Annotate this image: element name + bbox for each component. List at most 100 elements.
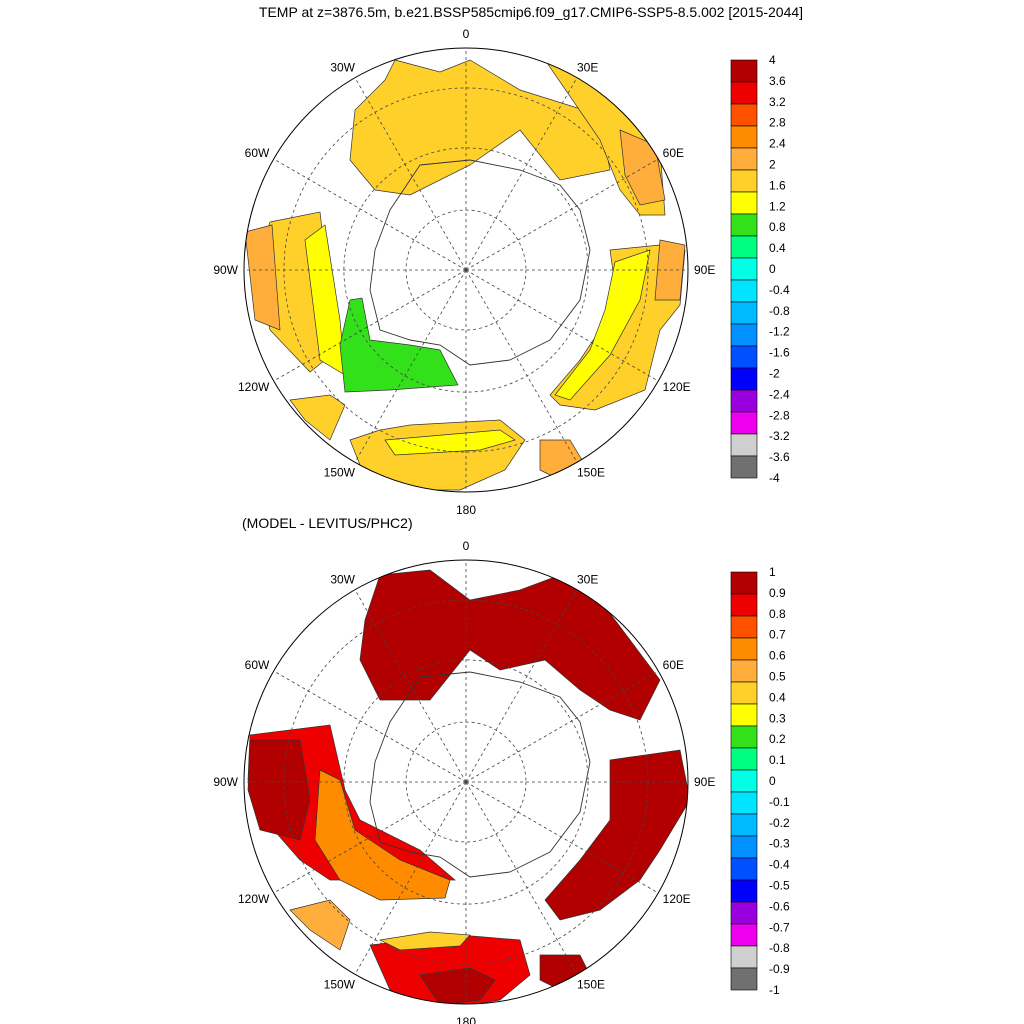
colorbar-box (730, 59, 758, 83)
colorbar-tick-label: 0 (769, 262, 776, 276)
colorbar-tick-label: -1.2 (769, 325, 790, 339)
colorbar-box (730, 659, 758, 683)
colorbar-box (730, 593, 758, 617)
meridian-line (273, 781, 467, 894)
colorbar-box (730, 367, 758, 391)
colorbar-box (730, 169, 758, 193)
anomaly-region (554, 249, 651, 401)
meridian-line (465, 269, 659, 382)
colorbar-tick-label: -0.2 (769, 816, 790, 830)
longitude-label: 90W (213, 775, 238, 789)
colorbar-box (730, 725, 758, 749)
colorbar-tick-label: -0.3 (769, 837, 790, 851)
longitude-label: 90W (213, 263, 238, 277)
antarctica-coastline (369, 671, 591, 878)
colorbar-tick-label: 0.1 (769, 753, 786, 767)
colorbar-box (730, 769, 758, 793)
colorbar-tick-label: -0.4 (769, 283, 790, 297)
anomaly-region (289, 394, 346, 441)
colorbar-box (730, 571, 758, 595)
colorbar-tick-label: 0.9 (769, 586, 786, 600)
longitude-label: 30W (330, 572, 355, 586)
colorbar-box (730, 967, 758, 991)
colorbar-tick-label: 1.2 (769, 199, 786, 213)
colorbar-box (730, 945, 758, 969)
colorbar-box (730, 81, 758, 105)
anomaly-region (247, 739, 311, 841)
map-boundary (243, 559, 689, 1005)
polar-map-bottom: 0 30E 60E 90E 120E 150E 180 150W 120W 90W 60W 30W (213, 539, 715, 1024)
anomaly-region (419, 967, 496, 1004)
colorbar-tick-label: 2 (769, 158, 776, 172)
longitude-label: 120E (663, 892, 691, 906)
longitude-label: 150E (577, 466, 605, 480)
longitude-label: 180 (456, 503, 476, 517)
meridian-line (465, 781, 578, 975)
colorbar-tick-label: 1 (769, 565, 776, 579)
longitude-label: 30E (577, 572, 598, 586)
meridian-line (354, 781, 467, 975)
colorbar-box (730, 681, 758, 705)
colorbar-tick-label: 3.2 (769, 95, 786, 109)
colorbar-box (730, 345, 758, 369)
latitude-circle (405, 721, 527, 843)
colorbar-tick-label: 2.8 (769, 116, 786, 130)
longitude-label: 90E (694, 263, 715, 277)
difference-subtitle: (MODEL - LEVITUS/PHC2) (242, 515, 413, 531)
colorbar-tick-label: 0.4 (769, 241, 786, 255)
colorbar-box (730, 615, 758, 639)
meridian-line (354, 269, 467, 463)
longitude-label: 150W (324, 466, 356, 480)
colorbar-tick-label: 0.5 (769, 670, 786, 684)
antarctica-coastline (369, 159, 591, 366)
colorbar-bottom: 1 0.9 0.8 0.7 0.6 0.5 0.4 0.3 0.2 0.1 0 -0.1 -0.2 -0.… (730, 565, 790, 997)
colorbar-box (730, 257, 758, 281)
map-boundary (243, 47, 689, 493)
colorbar-tick-label: -0.1 (769, 795, 790, 809)
colorbar-box (730, 389, 758, 413)
colorbar-box (730, 147, 758, 171)
colorbar-box (730, 433, 758, 457)
longitude-label: 90E (694, 775, 715, 789)
colorbar-box (730, 191, 758, 215)
colorbar-box (730, 857, 758, 881)
colorbar-box (730, 747, 758, 771)
longitude-label: 60E (663, 146, 684, 160)
meridian-line (354, 589, 467, 783)
colorbar-tick-label: -0.9 (769, 962, 790, 976)
colorbar-box (730, 323, 758, 347)
anomaly-region (544, 749, 688, 921)
colorbar-tick-label: -3.2 (769, 429, 790, 443)
colorbar-box (730, 703, 758, 727)
colorbar-box (730, 923, 758, 947)
meridian-line (465, 77, 578, 271)
meridian-line (465, 781, 659, 894)
colorbar-box (730, 279, 758, 303)
colorbar-box (730, 125, 758, 149)
anomaly-region (244, 224, 281, 331)
latitude-circle (405, 209, 527, 331)
colorbar-box (730, 455, 758, 479)
polar-map-top: 0 30E 60E 90E 120E 150E 180 150W 120W 90W 60W 30W (213, 27, 715, 517)
longitude-label: 0 (463, 539, 470, 553)
longitude-label: 60W (245, 146, 270, 160)
colorbar-tick-label: 0.3 (769, 711, 786, 725)
colorbar-box (730, 879, 758, 903)
colorbar-tick-label: -0.8 (769, 941, 790, 955)
colorbar-tick-label: -1 (769, 983, 780, 997)
colorbar-tick-label: -0.4 (769, 858, 790, 872)
meridian-line (354, 77, 467, 271)
anomaly-region (339, 297, 459, 393)
colorbar-tick-label: -2.8 (769, 408, 790, 422)
meridian-line (465, 589, 578, 783)
colorbar-box (730, 813, 758, 837)
colorbar-tick-label: -2.4 (769, 387, 790, 401)
longitude-label: 180 (456, 1015, 476, 1024)
colorbar-tick-label: 4 (769, 53, 776, 67)
meridian-line (465, 158, 659, 271)
colorbar-tick-label: -0.8 (769, 304, 790, 318)
colorbar-box (730, 637, 758, 661)
meridian-line (273, 269, 467, 382)
colorbar-tick-label: -0.5 (769, 879, 790, 893)
